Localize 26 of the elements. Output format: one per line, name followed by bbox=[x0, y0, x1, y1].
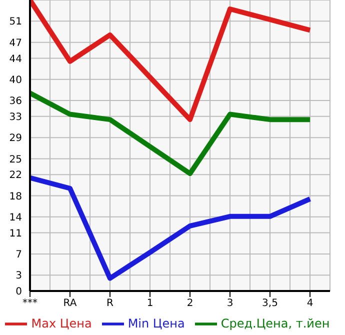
y-tick-label: 33 bbox=[9, 112, 22, 123]
y-tick-label: 47 bbox=[9, 38, 22, 49]
x-tick-label: 3 bbox=[226, 298, 234, 310]
y-tick-label: 29 bbox=[9, 133, 22, 144]
y-tick-label: 25 bbox=[9, 154, 22, 166]
legend-label: Max Цена bbox=[31, 316, 92, 330]
y-tick-label: 11 bbox=[9, 228, 22, 240]
y-tick-label: 22 bbox=[9, 170, 22, 182]
y-tick-label: 0 bbox=[16, 286, 22, 298]
x-tick-label: 3,5 bbox=[262, 298, 278, 310]
x-tick-label: 4 bbox=[306, 298, 314, 310]
legend-label: Сред.Цена, т.йен bbox=[220, 316, 330, 330]
y-tick-label: 36 bbox=[9, 96, 22, 108]
y-tick-label: 3 bbox=[16, 270, 22, 282]
y-tick-label: 7 bbox=[16, 250, 22, 261]
x-tick-label: RA bbox=[63, 298, 77, 310]
y-tick-label: 14 bbox=[9, 212, 22, 224]
y-tick-label: 51 bbox=[9, 16, 22, 28]
x-tick-label: 1 bbox=[146, 298, 154, 310]
x-tick-label: R bbox=[106, 298, 114, 310]
y-tick-label: 40 bbox=[9, 74, 22, 86]
x-tick-label: *** bbox=[22, 298, 38, 310]
x-tick-label: 2 bbox=[186, 298, 194, 310]
legend-label: Min Цена bbox=[128, 316, 185, 330]
y-tick-label: 18 bbox=[9, 191, 22, 202]
y-tick-label: 44 bbox=[9, 54, 22, 65]
